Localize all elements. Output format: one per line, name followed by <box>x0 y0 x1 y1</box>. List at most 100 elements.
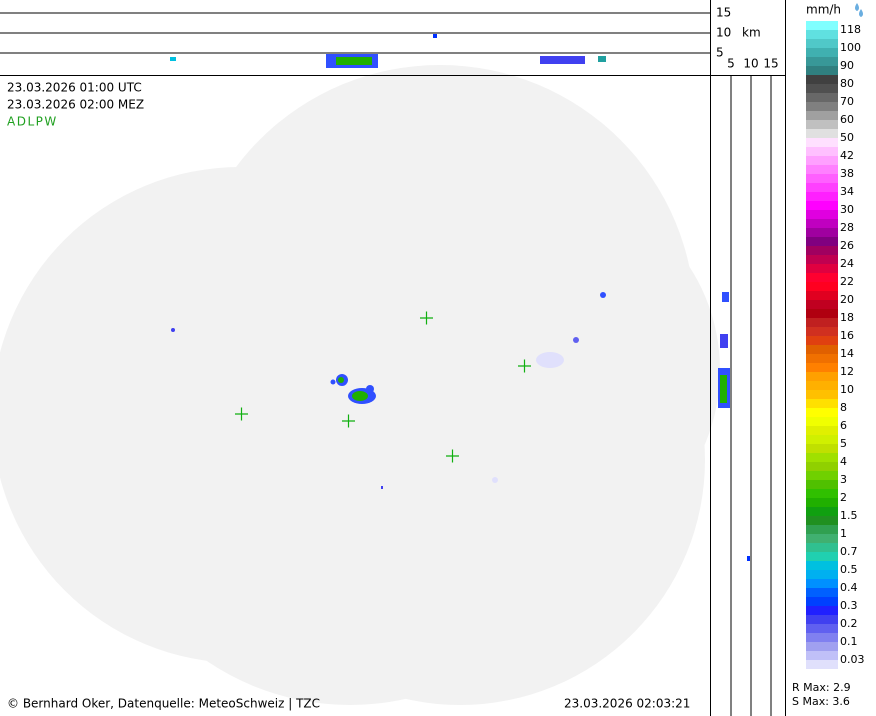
height-label: 15 <box>763 57 778 71</box>
legend-swatch <box>806 120 838 129</box>
legend-swatch <box>806 57 838 66</box>
legend-label: 26 <box>840 239 854 252</box>
legend-swatch <box>806 651 838 660</box>
legend-swatch <box>806 399 838 408</box>
legend-label: 14 <box>840 347 854 360</box>
legend-swatch <box>806 381 838 390</box>
legend-label: 50 <box>840 131 854 144</box>
legend-swatch <box>806 147 838 156</box>
legend-label: 0.03 <box>840 653 865 666</box>
legend-label: 0.7 <box>840 545 858 558</box>
legend-label: 4 <box>840 455 847 468</box>
precipitation <box>171 292 606 489</box>
height-label: 5 <box>727 57 735 71</box>
legend-swatch <box>806 21 838 30</box>
legend-label: 60 <box>840 113 854 126</box>
legend-swatch <box>806 561 838 570</box>
legend-swatch <box>806 606 838 615</box>
legend-swatch <box>806 417 838 426</box>
legend-swatch <box>806 363 838 372</box>
legend-swatch <box>806 633 838 642</box>
legend-label: 10 <box>840 383 854 396</box>
legend-label: 18 <box>840 311 854 324</box>
legend-label: 100 <box>840 41 861 54</box>
legend-label: 16 <box>840 329 854 342</box>
legend-swatch <box>806 570 838 579</box>
legend-label: 22 <box>840 275 854 288</box>
legend-swatch <box>806 543 838 552</box>
legend-label: 30 <box>840 203 854 216</box>
legend-swatch <box>806 219 838 228</box>
legend-swatch <box>806 210 838 219</box>
legend-swatch <box>806 579 838 588</box>
legend-swatch <box>806 354 838 363</box>
legend-swatch <box>806 246 838 255</box>
legend-swatch <box>806 372 838 381</box>
legend-swatch <box>806 471 838 480</box>
legend-swatch <box>806 48 838 57</box>
legend-swatch <box>806 255 838 264</box>
time-utc: 23.03.2026 01:00 UTC <box>7 81 142 95</box>
legend-swatch <box>806 390 838 399</box>
legend-label: 0.3 <box>840 599 858 612</box>
legend-swatch <box>806 489 838 498</box>
legend-swatch <box>806 102 838 111</box>
timestamp: 23.03.2026 02:03:21 <box>564 697 690 711</box>
legend-label: 24 <box>840 257 854 270</box>
legend-swatch <box>806 552 838 561</box>
top-profile <box>0 12 785 76</box>
legend-swatch <box>806 30 838 39</box>
radar-code: ADLPW <box>7 115 58 129</box>
legend-swatch <box>806 660 838 669</box>
legend-swatch <box>806 228 838 237</box>
legend-swatch <box>806 642 838 651</box>
legend-swatch <box>806 300 838 309</box>
radar-sites <box>235 311 531 463</box>
legend-swatch <box>806 327 838 336</box>
legend-swatch <box>806 237 838 246</box>
legend-label: 0.2 <box>840 617 858 630</box>
legend-swatch <box>806 516 838 525</box>
legend-swatch <box>806 309 838 318</box>
legend-swatch <box>806 282 838 291</box>
legend-swatch <box>806 615 838 624</box>
map <box>0 65 720 705</box>
legend-swatch <box>806 138 838 147</box>
legend-label: 12 <box>840 365 854 378</box>
legend-swatch <box>806 156 838 165</box>
legend-label: 70 <box>840 95 854 108</box>
legend-swatch <box>806 426 838 435</box>
legend-swatch <box>806 273 838 282</box>
legend-swatch <box>806 624 838 633</box>
legend-swatch <box>806 318 838 327</box>
legend-swatch <box>806 291 838 300</box>
legend-label: 28 <box>840 221 854 234</box>
legend-label: 80 <box>840 77 854 90</box>
legend-swatch <box>806 39 838 48</box>
legend-swatch <box>806 129 838 138</box>
legend-label: 1.5 <box>840 509 858 522</box>
legend-swatch <box>806 597 838 606</box>
legend-label: 0.4 <box>840 581 858 594</box>
legend-label: 8 <box>840 401 847 414</box>
legend-swatch <box>806 192 838 201</box>
legend-swatch <box>806 345 838 354</box>
height-label: 10 <box>743 57 758 71</box>
legend-swatch <box>806 444 838 453</box>
time-mez: 23.03.2026 02:00 MEZ <box>7 98 144 112</box>
legend-swatch <box>806 336 838 345</box>
legend-label: 0.1 <box>840 635 858 648</box>
legend-swatch <box>806 111 838 120</box>
legend-swatch <box>806 588 838 597</box>
legend-swatch <box>806 93 838 102</box>
legend-swatch <box>806 75 838 84</box>
legend-label: 90 <box>840 59 854 72</box>
legend-swatch <box>806 480 838 489</box>
s-max: S Max: 3.6 <box>792 695 850 708</box>
legend-swatch <box>806 525 838 534</box>
legend-swatch <box>806 408 838 417</box>
legend-label: 38 <box>840 167 854 180</box>
legend-label: 2 <box>840 491 847 504</box>
legend-swatch <box>806 174 838 183</box>
